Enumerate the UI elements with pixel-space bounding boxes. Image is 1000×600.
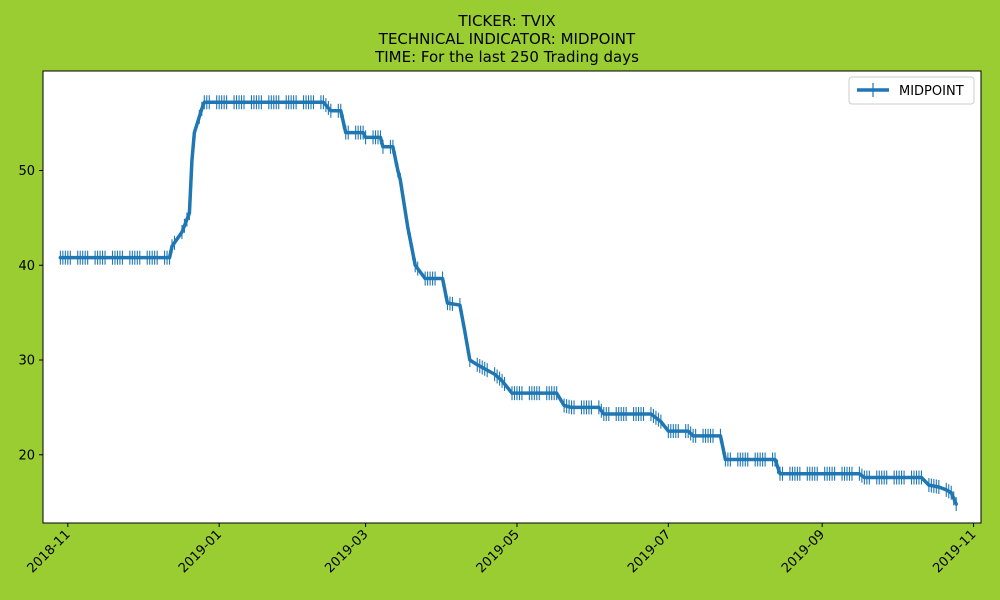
chart-title-line-1: TICKER: TVIX bbox=[457, 12, 555, 30]
legend-label-midpoint: MIDPOINT bbox=[899, 84, 964, 99]
x-axis: 2018-11 2019-01 2019-03 2019-05 2019-07 2019-… bbox=[25, 523, 979, 576]
plot-frame bbox=[42, 70, 982, 524]
x-tick-label: 2019-01 bbox=[176, 527, 225, 576]
x-tick-label: 2019-11 bbox=[930, 527, 979, 576]
x-tick-label: 2019-07 bbox=[625, 527, 674, 576]
chart-title-line-2: TECHNICAL INDICATOR: MIDPOINT bbox=[378, 30, 636, 48]
x-tick-label: 2019-03 bbox=[322, 527, 371, 576]
series-layer bbox=[58, 95, 958, 512]
y-tick-label: 30 bbox=[18, 354, 35, 369]
chart-title-line-3: TIME: For the last 250 Trading days bbox=[374, 48, 639, 66]
y-tick-label: 50 bbox=[18, 164, 35, 179]
plot-area bbox=[43, 71, 981, 523]
y-tick-label: 20 bbox=[18, 448, 35, 463]
y-axis: 20 30 40 50 bbox=[18, 164, 43, 463]
legend: MIDPOINT bbox=[848, 76, 975, 105]
y-tick-label: 40 bbox=[18, 259, 35, 274]
x-tick-label: 2018-11 bbox=[25, 527, 74, 576]
x-tick-label: 2019-05 bbox=[474, 527, 523, 576]
legend-box bbox=[848, 76, 975, 105]
x-tick-label: 2019-09 bbox=[779, 527, 828, 576]
